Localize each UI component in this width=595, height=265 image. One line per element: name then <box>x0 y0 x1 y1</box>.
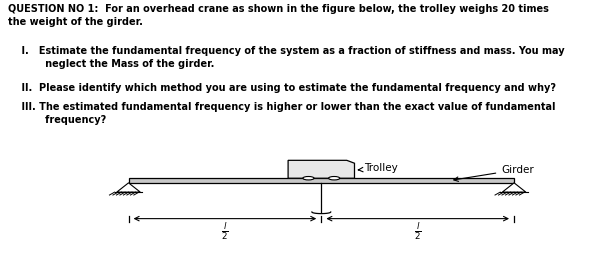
Text: $\frac{l}{2}$: $\frac{l}{2}$ <box>414 220 421 242</box>
Bar <box>129 178 514 183</box>
Polygon shape <box>288 160 355 178</box>
Polygon shape <box>117 183 140 192</box>
Text: Girder: Girder <box>454 165 534 181</box>
Polygon shape <box>502 183 526 192</box>
Text: I.   Estimate the fundamental frequency of the system as a fraction of stiffness: I. Estimate the fundamental frequency of… <box>8 46 565 69</box>
Text: II.  Please identify which method you are using to estimate the fundamental freq: II. Please identify which method you are… <box>8 83 556 94</box>
Text: $\frac{l}{2}$: $\frac{l}{2}$ <box>221 220 228 242</box>
Text: Trolley: Trolley <box>358 164 398 173</box>
Circle shape <box>328 176 340 180</box>
Text: QUESTION NO 1:  For an overhead crane as shown in the figure below, the trolley : QUESTION NO 1: For an overhead crane as … <box>8 4 549 27</box>
Text: III. The estimated fundamental frequency is higher or lower than the exact value: III. The estimated fundamental frequency… <box>8 102 555 125</box>
Circle shape <box>303 176 314 180</box>
